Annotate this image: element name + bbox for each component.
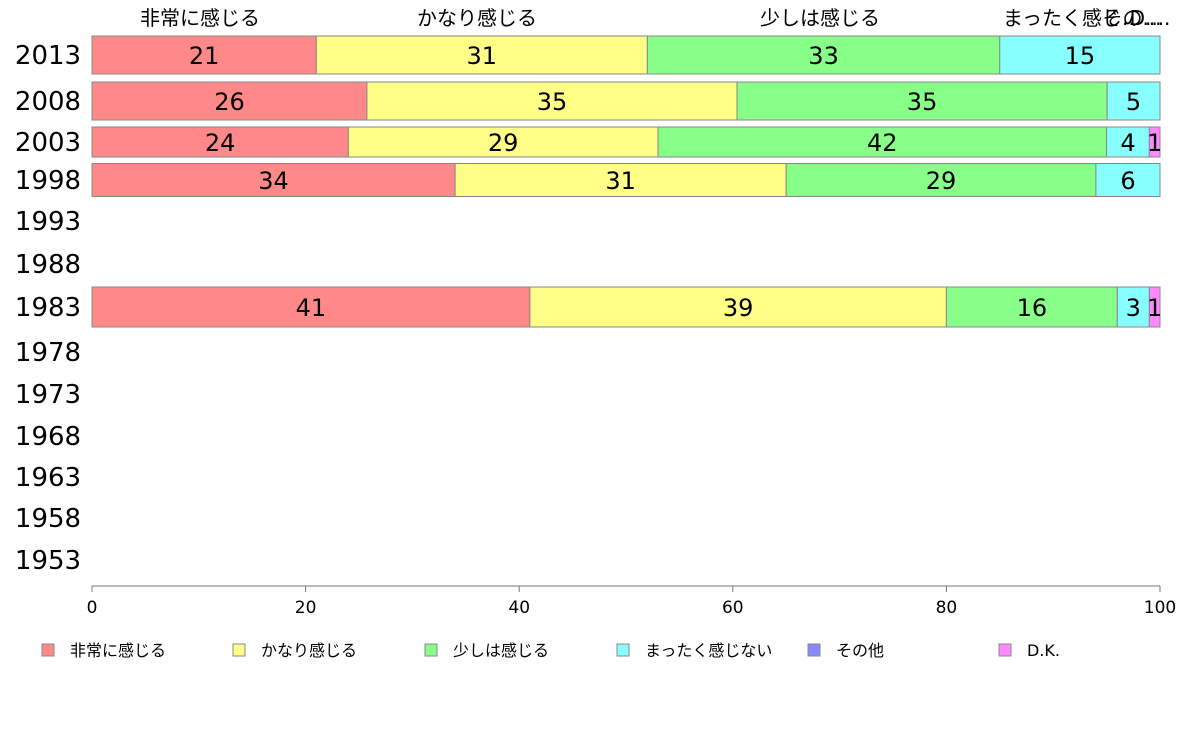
bar-segment xyxy=(945,286,1118,328)
top-series-label: D.... xyxy=(1130,6,1171,30)
year-label: 1983 xyxy=(15,293,81,323)
year-label: 1958 xyxy=(15,504,81,534)
year-label: 2003 xyxy=(15,128,81,158)
bar-segment xyxy=(1106,81,1161,121)
bar-segment xyxy=(736,81,1108,121)
bar-value-label: 29 xyxy=(488,129,519,157)
year-label: 1998 xyxy=(15,166,81,196)
year-label: 1963 xyxy=(15,463,81,493)
x-axis: 0 20 40 60 80 100 xyxy=(87,585,1176,618)
bar-value-label: 24 xyxy=(205,129,236,157)
bar-value-label: 31 xyxy=(605,167,636,195)
bar-value-label: 1 xyxy=(1147,129,1162,157)
legend-label: 少しは感じる xyxy=(453,641,549,660)
x-tick-label: 100 xyxy=(1144,598,1176,618)
bar-value-label: 6 xyxy=(1120,167,1135,195)
bar-segment xyxy=(1106,126,1150,158)
bar-value-label: 33 xyxy=(808,42,839,70)
bar-segment xyxy=(657,126,1108,158)
bar-value-label: 41 xyxy=(296,294,327,322)
top-series-label: まったく感じ... xyxy=(1003,6,1141,30)
legend-swatch xyxy=(807,643,821,657)
bar-value-label: 3 xyxy=(1126,294,1141,322)
legend-label: その他 xyxy=(836,641,884,660)
x-tick-label: 60 xyxy=(722,598,744,618)
year-label: 2013 xyxy=(15,41,81,71)
bar-value-label: 16 xyxy=(1017,294,1048,322)
bar-value-label: 29 xyxy=(926,167,957,195)
bar-segment xyxy=(91,35,317,75)
legend-label: 非常に感じる xyxy=(70,641,166,660)
top-series-label: 非常に感じる xyxy=(140,6,260,30)
top-series-label: その... xyxy=(1102,6,1161,30)
top-series-label: かなり感じる xyxy=(417,6,537,30)
x-tick-label: 20 xyxy=(295,598,317,618)
bar-segment xyxy=(347,126,659,158)
bar-value-label: 26 xyxy=(214,88,245,116)
legend-label: かなり感じる xyxy=(261,641,357,660)
bar-value-label: 5 xyxy=(1126,88,1141,116)
bar-value-label: 39 xyxy=(723,294,754,322)
legend-swatch xyxy=(424,643,438,657)
bar-segment xyxy=(91,126,349,158)
bar-value-label: 35 xyxy=(537,88,568,116)
year-label: 1953 xyxy=(15,546,81,576)
x-tick-label: 80 xyxy=(936,598,958,618)
bar-segment xyxy=(91,163,456,197)
bar-segment xyxy=(91,81,368,121)
bar-segment xyxy=(1148,286,1161,328)
bar-segment xyxy=(1148,126,1161,158)
bar-segment xyxy=(785,163,1097,197)
bar-segment xyxy=(366,81,738,121)
bar-value-label: 21 xyxy=(189,42,220,70)
x-tick-label: 0 xyxy=(87,598,98,618)
year-label: 1988 xyxy=(15,250,81,280)
bar-segment xyxy=(529,286,947,328)
bar-value-label: 35 xyxy=(907,88,938,116)
bar-segment xyxy=(1095,163,1161,197)
legend-swatch xyxy=(998,643,1012,657)
legend-label: D.K. xyxy=(1027,641,1060,660)
year-axis-labels: 2013 2008 2003 1998 1993 1988 1983 1978 1973 1968… xyxy=(15,41,81,576)
year-label: 1973 xyxy=(15,380,81,410)
legend: 非常に感じる かなり感じる 少しは感じる まったく感じない その他 D.K. xyxy=(41,641,1060,660)
top-series-labels: 非常に感じる かなり感じる 少しは感じる まったく感じ...その...D.... xyxy=(140,6,1170,30)
legend-swatch xyxy=(41,643,55,657)
bar-value-label: 1 xyxy=(1147,294,1162,322)
bar-value-label: 15 xyxy=(1065,42,1096,70)
year-label: 1978 xyxy=(15,338,81,368)
legend-swatch xyxy=(232,643,246,657)
bar-value-label: 4 xyxy=(1120,129,1135,157)
bar-segment xyxy=(999,35,1161,75)
legend-swatch xyxy=(616,643,630,657)
bar-value-label: 34 xyxy=(258,167,289,195)
bar-segment xyxy=(454,163,787,197)
bar-segment xyxy=(91,286,531,328)
x-tick-label: 40 xyxy=(508,598,530,618)
bar-value-label: 42 xyxy=(867,129,898,157)
legend-label: まったく感じない xyxy=(645,641,772,660)
bar-value-label: 31 xyxy=(467,42,498,70)
year-label: 1968 xyxy=(15,422,81,452)
year-label: 1993 xyxy=(15,207,81,237)
year-label: 2008 xyxy=(15,87,81,117)
top-series-label: 少しは感じる xyxy=(760,6,880,30)
